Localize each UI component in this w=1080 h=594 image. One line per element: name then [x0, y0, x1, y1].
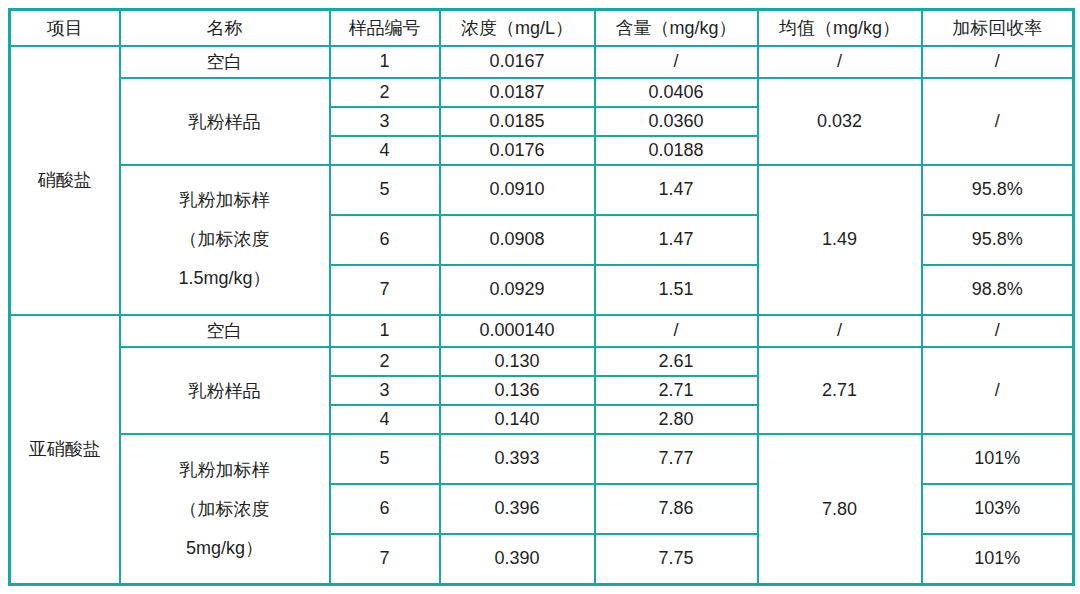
- cell-mean: /: [758, 315, 922, 348]
- cell-nitrate-blank-name: 空白: [120, 46, 330, 79]
- table-row: 乳粉加标样 （加标浓度 1.5mg/kg） 5 0.0910 1.47 1.49…: [10, 165, 1074, 215]
- cell-concentration: 0.136: [440, 376, 595, 405]
- cell-content: 0.0406: [595, 78, 758, 107]
- cell-recovery: 95.8%: [922, 165, 1074, 215]
- cell-sample-no: 1: [330, 46, 440, 79]
- cell-concentration: 0.0176: [440, 136, 595, 165]
- cell-content: 0.0360: [595, 107, 758, 136]
- cell-mean: 7.80: [758, 434, 922, 584]
- cell-content: /: [595, 315, 758, 348]
- cell-content: 2.61: [595, 347, 758, 376]
- cell-mean: 2.71: [758, 347, 922, 434]
- header-concentration: 浓度（mg/L）: [440, 10, 595, 46]
- table-row: 亚硝酸盐 空白 1 0.000140 / / /: [10, 315, 1074, 348]
- cell-sample-no: 6: [330, 484, 440, 534]
- table-row: 乳粉样品 2 0.130 2.61 2.71 /: [10, 347, 1074, 376]
- cell-content: 1.47: [595, 215, 758, 265]
- spiked-name-line: 乳粉加标样: [123, 451, 327, 490]
- cell-recovery: 103%: [922, 484, 1074, 534]
- cell-nitrate-item: 硝酸盐: [10, 46, 120, 315]
- cell-concentration: 0.393: [440, 434, 595, 484]
- cell-concentration: 0.140: [440, 405, 595, 434]
- cell-nitrate-sample-name: 乳粉样品: [120, 78, 330, 165]
- cell-recovery: 101%: [922, 434, 1074, 484]
- cell-mean: /: [758, 46, 922, 79]
- cell-sample-no: 5: [330, 434, 440, 484]
- cell-sample-no: 6: [330, 215, 440, 265]
- cell-concentration: 0.0910: [440, 165, 595, 215]
- cell-nitrate-spiked-name: 乳粉加标样 （加标浓度 1.5mg/kg）: [120, 165, 330, 315]
- cell-nitrite-spiked-name: 乳粉加标样 （加标浓度 5mg/kg）: [120, 434, 330, 584]
- cell-recovery: /: [922, 46, 1074, 79]
- cell-nitrite-blank-name: 空白: [120, 315, 330, 348]
- cell-recovery: 101%: [922, 534, 1074, 585]
- cell-concentration: 0.0908: [440, 215, 595, 265]
- cell-sample-no: 3: [330, 376, 440, 405]
- spiked-name-line: （加标浓度: [123, 490, 327, 529]
- cell-content: /: [595, 46, 758, 79]
- cell-sample-no: 4: [330, 405, 440, 434]
- header-row: 项目 名称 样品编号 浓度（mg/L） 含量（mg/kg） 均值（mg/kg） …: [10, 10, 1074, 46]
- results-table: 项目 名称 样品编号 浓度（mg/L） 含量（mg/kg） 均值（mg/kg） …: [8, 8, 1075, 586]
- cell-recovery: 95.8%: [922, 215, 1074, 265]
- table-row: 硝酸盐 空白 1 0.0167 / / /: [10, 46, 1074, 79]
- table-row: 乳粉加标样 （加标浓度 5mg/kg） 5 0.393 7.77 7.80 10…: [10, 434, 1074, 484]
- cell-concentration: 0.396: [440, 484, 595, 534]
- cell-content: 7.75: [595, 534, 758, 585]
- header-item: 项目: [10, 10, 120, 46]
- cell-content: 7.86: [595, 484, 758, 534]
- cell-content: 2.71: [595, 376, 758, 405]
- spiked-name-line: 乳粉加标样: [123, 181, 327, 220]
- table-row: 乳粉样品 2 0.0187 0.0406 0.032 /: [10, 78, 1074, 107]
- page: 项目 名称 样品编号 浓度（mg/L） 含量（mg/kg） 均值（mg/kg） …: [0, 0, 1080, 594]
- cell-concentration: 0.0167: [440, 46, 595, 79]
- cell-sample-no: 2: [330, 347, 440, 376]
- header-recovery: 加标回收率: [922, 10, 1074, 46]
- header-mean: 均值（mg/kg）: [758, 10, 922, 46]
- cell-concentration: 0.0187: [440, 78, 595, 107]
- cell-content: 7.77: [595, 434, 758, 484]
- header-name: 名称: [120, 10, 330, 46]
- cell-content: 0.0188: [595, 136, 758, 165]
- cell-sample-no: 3: [330, 107, 440, 136]
- cell-sample-no: 7: [330, 265, 440, 315]
- cell-content: 1.51: [595, 265, 758, 315]
- spiked-name-line: 5mg/kg）: [123, 529, 327, 568]
- cell-mean: 0.032: [758, 78, 922, 165]
- cell-concentration: 0.0185: [440, 107, 595, 136]
- cell-content: 2.80: [595, 405, 758, 434]
- cell-recovery: /: [922, 78, 1074, 165]
- cell-concentration: 0.000140: [440, 315, 595, 348]
- header-content: 含量（mg/kg）: [595, 10, 758, 46]
- cell-mean: 1.49: [758, 165, 922, 315]
- cell-sample-no: 1: [330, 315, 440, 348]
- cell-recovery: /: [922, 315, 1074, 348]
- cell-concentration: 0.390: [440, 534, 595, 585]
- cell-concentration: 0.0929: [440, 265, 595, 315]
- cell-nitrite-item: 亚硝酸盐: [10, 315, 120, 585]
- cell-sample-no: 5: [330, 165, 440, 215]
- spiked-name-line: （加标浓度: [123, 220, 327, 259]
- spiked-name-line: 1.5mg/kg）: [123, 259, 327, 298]
- cell-sample-no: 4: [330, 136, 440, 165]
- cell-sample-no: 2: [330, 78, 440, 107]
- cell-nitrite-sample-name: 乳粉样品: [120, 347, 330, 434]
- cell-content: 1.47: [595, 165, 758, 215]
- cell-sample-no: 7: [330, 534, 440, 585]
- cell-recovery: 98.8%: [922, 265, 1074, 315]
- cell-recovery: /: [922, 347, 1074, 434]
- header-sample-no: 样品编号: [330, 10, 440, 46]
- cell-concentration: 0.130: [440, 347, 595, 376]
